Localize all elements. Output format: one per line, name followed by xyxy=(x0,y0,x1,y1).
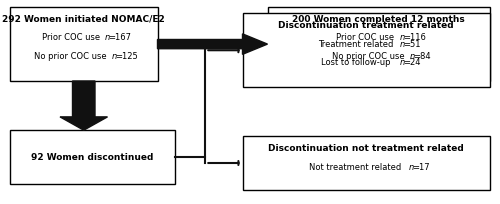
Text: =24: =24 xyxy=(402,58,420,67)
FancyBboxPatch shape xyxy=(268,8,490,82)
Text: 292 Women initiated NOMAC/E2: 292 Women initiated NOMAC/E2 xyxy=(2,15,165,24)
Text: n: n xyxy=(399,58,404,67)
Text: n: n xyxy=(409,162,414,171)
Text: No prior COC use: No prior COC use xyxy=(332,52,407,61)
Text: n: n xyxy=(399,39,404,48)
Text: Prior COC use n=116: Prior COC use n=116 xyxy=(334,33,423,42)
Text: Treatment related: Treatment related xyxy=(318,39,396,48)
Text: No prior COC use n=84: No prior COC use n=84 xyxy=(330,52,428,61)
FancyBboxPatch shape xyxy=(10,131,175,184)
Text: Lost to follow-up n=24: Lost to follow-up n=24 xyxy=(319,58,414,67)
Text: Prior COC use n=167: Prior COC use n=167 xyxy=(39,33,128,42)
Text: Prior COC use n=167: Prior COC use n=167 xyxy=(39,33,128,42)
Text: Prior COC use: Prior COC use xyxy=(42,33,102,42)
Polygon shape xyxy=(158,35,268,55)
Text: n: n xyxy=(410,52,414,61)
Text: Prior COC use: Prior COC use xyxy=(336,33,397,42)
Polygon shape xyxy=(60,82,108,131)
Text: Discontinuation treatment related: Discontinuation treatment related xyxy=(278,21,454,30)
Text: Not treatment related: Not treatment related xyxy=(310,162,404,171)
Text: No prior COC use n=84: No prior COC use n=84 xyxy=(330,52,428,61)
Text: =17: =17 xyxy=(412,162,430,171)
Text: =125: =125 xyxy=(115,52,138,61)
Text: Treatment related n=51: Treatment related n=51 xyxy=(316,39,416,48)
Text: No prior COC use n=125: No prior COC use n=125 xyxy=(32,52,136,61)
Text: Treatment related n=51: Treatment related n=51 xyxy=(316,39,416,48)
Text: =167: =167 xyxy=(108,33,131,42)
Text: Lost to follow-up: Lost to follow-up xyxy=(320,58,393,67)
Text: No prior COC use n=125: No prior COC use n=125 xyxy=(32,52,136,61)
Text: =51: =51 xyxy=(402,39,420,48)
Text: Not treatment related n=17: Not treatment related n=17 xyxy=(308,162,425,171)
Text: n: n xyxy=(105,33,110,42)
Text: No prior COC use: No prior COC use xyxy=(34,52,110,61)
Text: 200 Women completed 12 months: 200 Women completed 12 months xyxy=(292,15,465,24)
FancyBboxPatch shape xyxy=(242,137,490,190)
Text: =84: =84 xyxy=(412,52,430,61)
Text: Not treatment related n=17: Not treatment related n=17 xyxy=(308,162,425,171)
Text: n: n xyxy=(112,52,117,61)
Text: Discontinuation not treatment related: Discontinuation not treatment related xyxy=(268,143,464,152)
Text: n: n xyxy=(400,33,405,42)
Text: =116: =116 xyxy=(403,33,426,42)
FancyBboxPatch shape xyxy=(242,14,490,88)
Text: Lost to follow-up n=24: Lost to follow-up n=24 xyxy=(319,58,414,67)
FancyBboxPatch shape xyxy=(10,8,158,82)
Text: Prior COC use n=116: Prior COC use n=116 xyxy=(334,33,423,42)
Text: 92 Women discontinued: 92 Women discontinued xyxy=(32,153,154,162)
